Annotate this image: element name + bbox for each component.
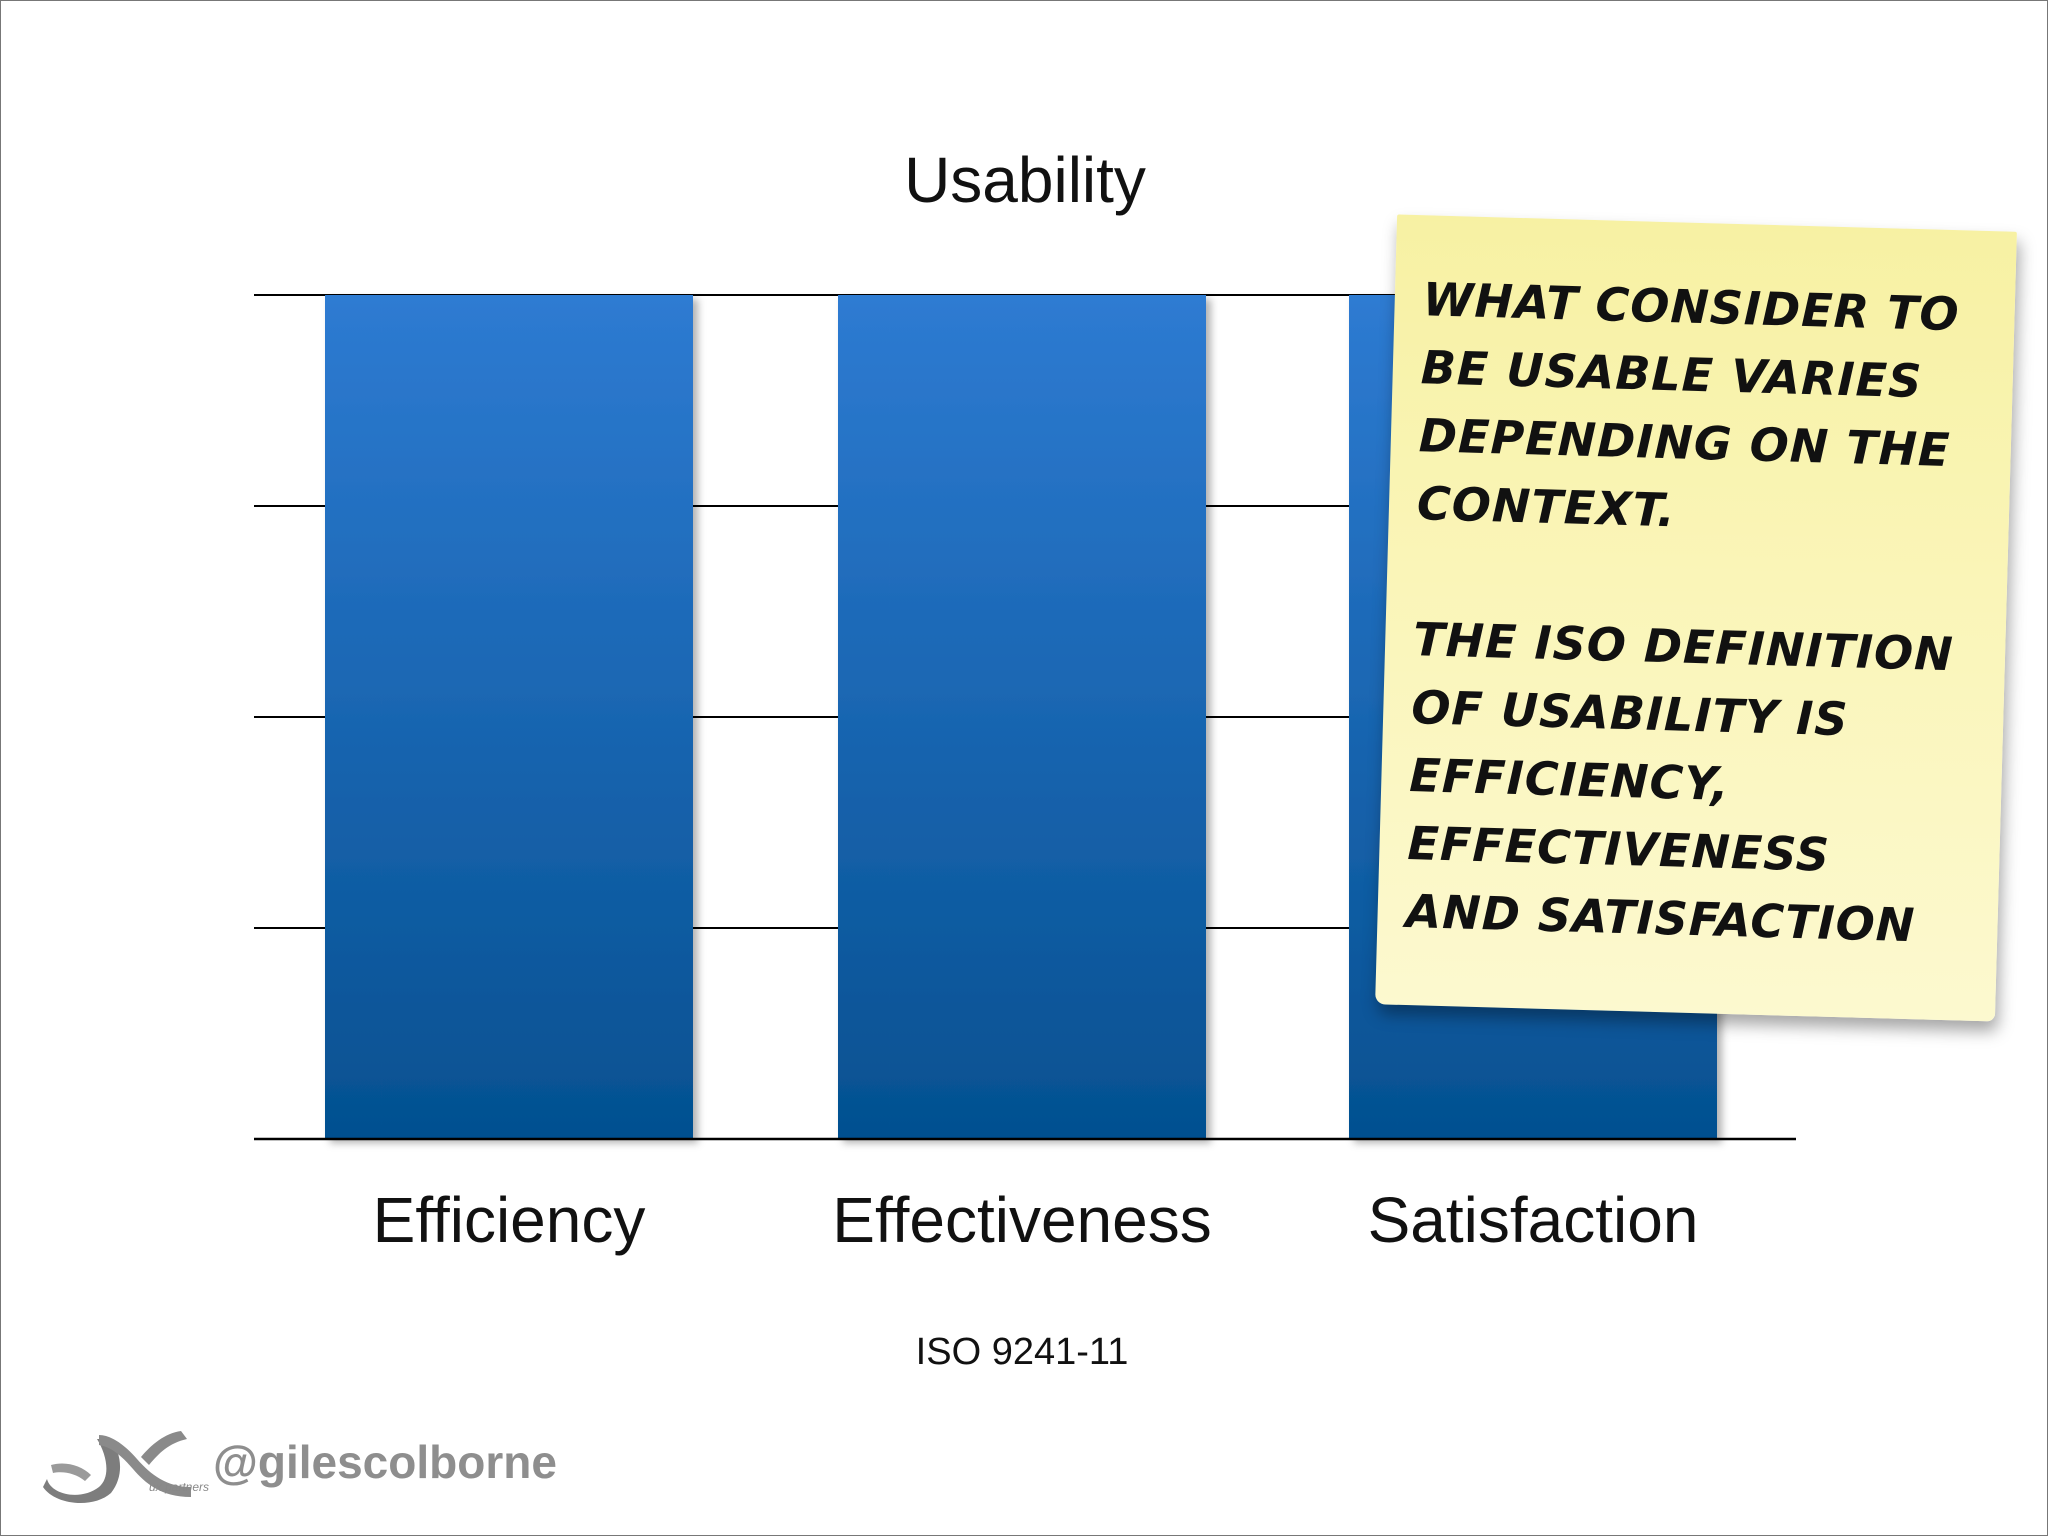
source-footnote: ISO 9241-11 — [915, 1331, 1129, 1373]
bar-effectiveness — [838, 295, 1206, 1139]
logo-text: ux partners — [149, 1480, 210, 1494]
category-label-effectiveness: Effectiveness — [832, 1184, 1212, 1256]
sticky-note-paragraph-1: What consider to be usable varies depend… — [1416, 272, 1961, 538]
ux-partners-logo-icon — [43, 1431, 191, 1504]
bar-efficiency — [325, 295, 693, 1139]
sticky-note-paragraph-2: The ISO definition of usability is effic… — [1404, 612, 1955, 953]
chart-title: Usability — [904, 144, 1146, 216]
category-label-efficiency: Efficiency — [372, 1184, 646, 1256]
twitter-handle: @gilescolborne — [213, 1436, 557, 1488]
category-label-satisfaction: Satisfaction — [1367, 1184, 1699, 1256]
sticky-note: What consider to be usable varies depend… — [1375, 214, 2017, 1022]
